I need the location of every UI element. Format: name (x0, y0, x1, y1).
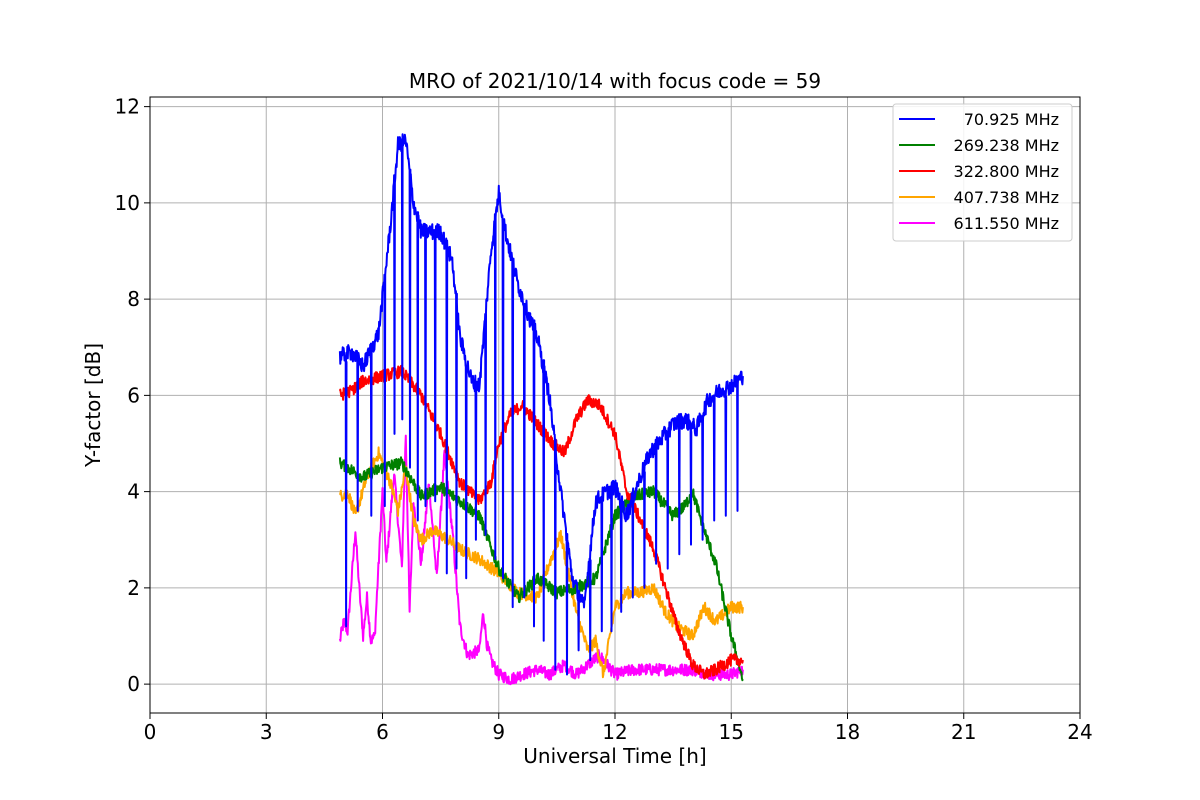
x-tick-label: 6 (376, 720, 389, 744)
x-tick-label: 9 (492, 720, 505, 744)
legend-box (892, 103, 1073, 242)
x-tick-label: 24 (1067, 720, 1092, 744)
y-tick-label: 10 (115, 191, 140, 215)
x-tick-label: 18 (835, 720, 860, 744)
x-axis-label: Universal Time [h] (523, 744, 706, 768)
y-tick-label: 2 (127, 576, 140, 600)
y-tick-label: 8 (127, 287, 140, 311)
series-line-70-925-mhz (338, 133, 744, 676)
chart-title: MRO of 2021/10/14 with focus code = 59 (409, 69, 821, 93)
y-tick-label: 0 (127, 672, 140, 696)
x-tick-label: 21 (951, 720, 976, 744)
y-tick-label: 4 (127, 480, 140, 504)
series-line-611-550-mhz (338, 434, 744, 686)
legend-label-269-238-mhz: 269.238 MHz (954, 136, 1059, 155)
series-line-322-800-mhz (338, 364, 744, 680)
legend-label-322-800-mhz: 322.800 MHz (954, 162, 1059, 181)
x-tick-label: 12 (602, 720, 627, 744)
legend-label-407-738-mhz: 407.738 MHz (954, 188, 1059, 207)
y-axis-label: Y-factor [dB] (81, 343, 105, 468)
legend-label-70-925-mhz: 70.925 MHz (964, 110, 1059, 129)
series-line-269-238-mhz (338, 456, 744, 682)
y-tick-label: 6 (127, 383, 140, 407)
y-tick-label: 12 (115, 95, 140, 119)
y-axis: 0 2 4 6 8 10 12 (115, 95, 150, 696)
x-tick-label: 0 (144, 720, 157, 744)
legend: 70.925 MHz 269.238 MHz 322.800 MHz 407.738 … (892, 103, 1073, 242)
legend-label-611-550-mhz: 611.550 MHz (954, 214, 1059, 233)
x-axis: 0 3 6 9 12 15 18 21 24 (144, 713, 1093, 744)
x-tick-label: 15 (719, 720, 744, 744)
x-tick-label: 3 (260, 720, 273, 744)
series-layer (338, 133, 744, 686)
